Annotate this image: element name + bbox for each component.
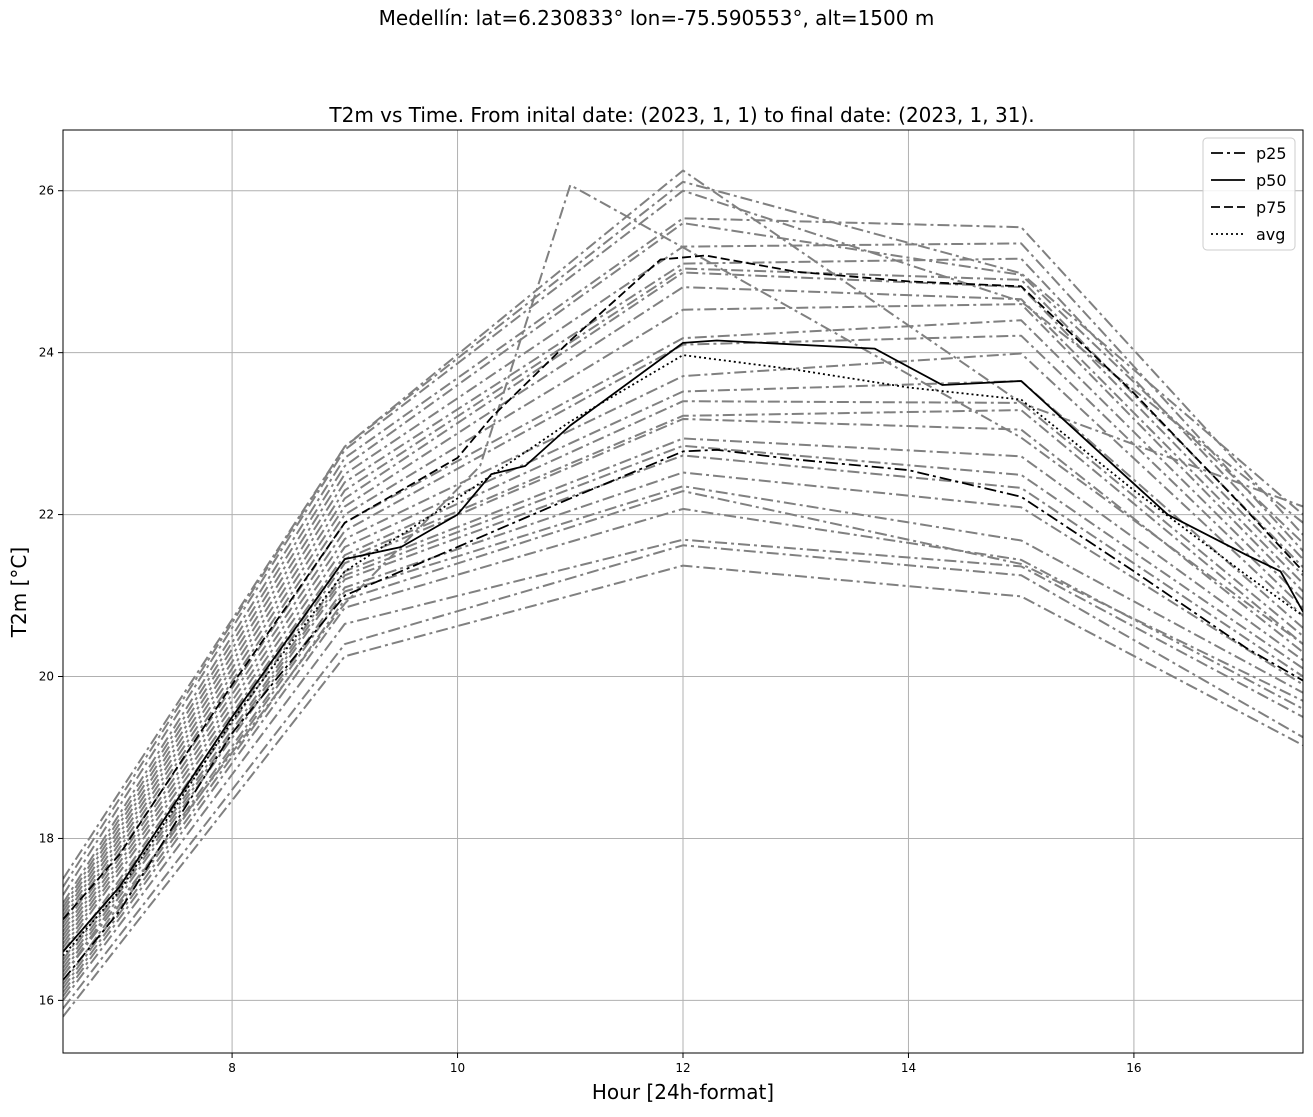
member-series-line — [63, 319, 1303, 937]
member-series-line — [63, 485, 1303, 989]
x-tick-label: 14 — [901, 1061, 916, 1075]
x-tick-label: 16 — [1126, 1061, 1141, 1075]
member-series-line — [63, 222, 1303, 908]
member-series-line — [63, 334, 1303, 941]
y-tick-label: 20 — [39, 670, 54, 684]
legend: p25 p50 p75 avg — [1202, 137, 1296, 251]
y-axis-label: T2m [°C] — [7, 547, 31, 638]
figure-suptitle: Medellín: lat=6.230833° lon=-75.590553°,… — [378, 6, 935, 30]
y-tick-label: 24 — [39, 346, 54, 360]
series-line-p75 — [63, 254, 1303, 920]
member-series-line — [63, 180, 1303, 888]
member-series-group — [63, 169, 1303, 1018]
legend-box — [1202, 137, 1296, 251]
y-axis: 16 18 20 22 24 26 — [39, 184, 63, 1007]
x-tick-label: 8 — [228, 1061, 236, 1075]
member-series-line — [63, 217, 1303, 904]
legend-label-p25: p25 — [1256, 144, 1287, 163]
member-series-line — [63, 544, 1303, 1010]
member-series-line — [63, 380, 1303, 949]
y-tick-label: 16 — [39, 993, 54, 1007]
y-tick-label: 26 — [39, 184, 54, 198]
x-axis: 8 10 12 14 16 — [228, 1053, 1142, 1075]
y-tick-label: 22 — [39, 508, 54, 522]
legend-label-avg: avg — [1256, 225, 1285, 244]
member-series-line — [63, 564, 1303, 1018]
member-series-line — [63, 286, 1303, 929]
member-series-line — [63, 490, 1303, 993]
member-series-line — [63, 444, 1303, 973]
y-tick-label: 18 — [39, 831, 54, 845]
member-series-line — [63, 271, 1303, 925]
series-line-p25 — [63, 448, 1303, 981]
member-series-line — [63, 471, 1303, 985]
grid — [63, 130, 1303, 1053]
series-line-p50 — [63, 339, 1303, 953]
member-series-line — [63, 400, 1303, 953]
x-tick-label: 10 — [450, 1061, 465, 1075]
member-series-line — [63, 169, 1303, 880]
member-series-line — [63, 409, 1303, 961]
member-series-line — [63, 303, 1303, 933]
summary-series-group — [63, 254, 1303, 981]
x-axis-label: Hour [24h-format] — [592, 1080, 774, 1104]
member-series-line — [63, 352, 1303, 945]
member-series-line — [63, 184, 1303, 977]
chart-title: T2m vs Time. From inital date: (2023, 1,… — [328, 103, 1034, 127]
x-tick-label: 12 — [675, 1061, 690, 1075]
legend-label-p50: p50 — [1256, 171, 1287, 190]
member-series-line — [63, 507, 1303, 997]
member-series-line — [63, 437, 1303, 969]
legend-label-p75: p75 — [1256, 198, 1287, 217]
